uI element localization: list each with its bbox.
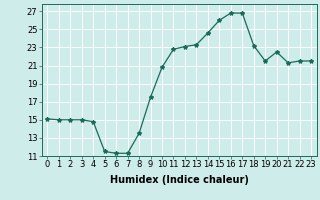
X-axis label: Humidex (Indice chaleur): Humidex (Indice chaleur) [110, 175, 249, 185]
